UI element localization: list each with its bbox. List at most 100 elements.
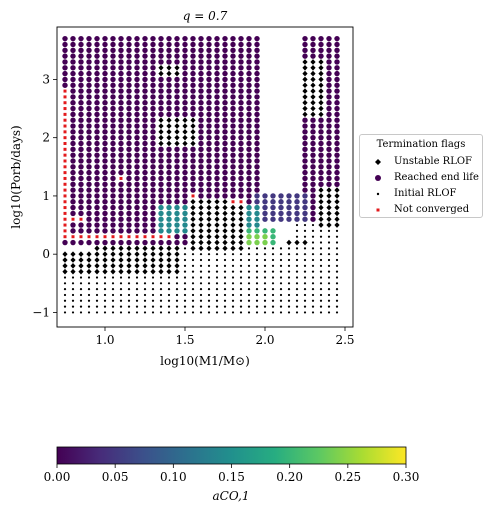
end-life-point: [158, 88, 164, 94]
unstable-rlof-point: [238, 204, 244, 211]
end-life-point: [254, 76, 260, 83]
end-life-point: [110, 76, 116, 83]
end-life-point: [254, 105, 260, 112]
unstable-rlof-point: [158, 123, 164, 129]
unstable-rlof-point: [326, 210, 332, 217]
end-life-point: [94, 187, 100, 193]
initial-rlof-point: [319, 299, 323, 302]
unstable-rlof-point: [134, 245, 140, 252]
end-life-point: [302, 181, 308, 187]
end-life-point: [118, 222, 124, 228]
end-life-point: [222, 175, 228, 182]
end-life-point: [70, 123, 76, 129]
end-life-point: [78, 175, 84, 182]
end-life-point: [102, 76, 108, 83]
initial-rlof-point: [247, 258, 251, 262]
end-life-point: [318, 175, 324, 182]
end-life-point: [78, 82, 84, 88]
end-life-point: [262, 199, 268, 205]
end-life-point: [126, 204, 132, 211]
end-life-point: [230, 47, 236, 54]
initial-rlof-point: [111, 311, 115, 314]
unstable-rlof-point: [230, 233, 236, 240]
end-life-point: [326, 47, 332, 54]
initial-rlof-point: [207, 270, 211, 273]
initial-rlof-point: [127, 305, 131, 308]
unstable-rlof-point: [326, 198, 332, 205]
end-life-point: [334, 53, 340, 59]
end-life-point: [326, 140, 332, 147]
end-life-point: [334, 164, 340, 170]
end-life-point: [70, 181, 76, 187]
end-life-point: [110, 53, 116, 59]
dot-marker-icon: [376, 192, 380, 196]
end-life-point: [78, 146, 84, 153]
initial-rlof-point: [279, 276, 283, 279]
end-life-point: [278, 199, 284, 205]
end-life-point: [142, 41, 148, 48]
initial-rlof-point: [319, 264, 323, 267]
end-life-point: [70, 41, 76, 48]
initial-rlof-point: [231, 299, 235, 302]
end-life-point: [110, 41, 116, 48]
unstable-rlof-point: [166, 123, 172, 129]
initial-rlof-point: [191, 258, 195, 262]
unstable-rlof-point: [206, 198, 212, 205]
initial-rlof-point: [183, 276, 187, 279]
end-life-point: [254, 134, 260, 141]
unstable-rlof-point: [238, 239, 244, 246]
initial-rlof-point: [335, 293, 339, 297]
not-converged-point: [63, 182, 67, 186]
end-life-point: [302, 158, 308, 164]
initial-rlof-point: [295, 311, 299, 314]
unstable-rlof-point: [174, 70, 180, 77]
end-life-point: [334, 100, 340, 106]
end-life-point: [126, 193, 132, 199]
end-life-point: [182, 239, 188, 246]
initial-rlof-point: [151, 299, 155, 302]
end-life-point: [182, 199, 188, 205]
initial-rlof-point: [159, 293, 163, 297]
end-life-point: [310, 140, 316, 147]
end-life-point: [62, 47, 68, 54]
initial-rlof-point: [335, 241, 339, 244]
end-life-point: [166, 216, 172, 222]
colorbar-tick-label: 0.05: [102, 470, 129, 484]
end-life-point: [302, 129, 308, 135]
end-life-point: [158, 41, 164, 48]
unstable-rlof-point: [334, 187, 340, 193]
end-life-point: [134, 94, 140, 100]
not-converged-point: [87, 235, 91, 239]
end-life-point: [166, 47, 172, 54]
unstable-rlof-point: [310, 94, 316, 100]
end-life-point: [102, 199, 108, 205]
initial-rlof-point: [247, 305, 251, 308]
end-life-point: [294, 204, 300, 211]
end-life-point: [62, 239, 68, 246]
end-life-point: [182, 59, 188, 65]
unstable-rlof-point: [102, 245, 108, 252]
initial-rlof-point: [271, 311, 275, 314]
end-life-point: [126, 239, 132, 246]
unstable-rlof-point: [214, 216, 220, 223]
unstable-rlof-point: [190, 129, 196, 135]
end-life-point: [158, 181, 164, 187]
end-life-point: [70, 47, 76, 54]
end-life-point: [142, 228, 148, 234]
end-life-point: [206, 59, 212, 65]
end-life-point: [126, 169, 132, 176]
end-life-point: [158, 35, 164, 42]
initial-rlof-point: [223, 264, 227, 267]
end-life-point: [94, 158, 100, 164]
end-life-point: [158, 187, 164, 193]
end-life-point: [182, 76, 188, 83]
end-life-point: [166, 111, 172, 118]
initial-rlof-point: [239, 258, 243, 262]
end-life-point: [174, 35, 180, 42]
end-life-point: [142, 204, 148, 211]
end-life-point: [110, 222, 116, 228]
end-life-point: [214, 88, 220, 94]
end-life-point: [110, 239, 116, 246]
unstable-rlof-point: [318, 88, 324, 94]
end-life-point: [182, 35, 188, 42]
